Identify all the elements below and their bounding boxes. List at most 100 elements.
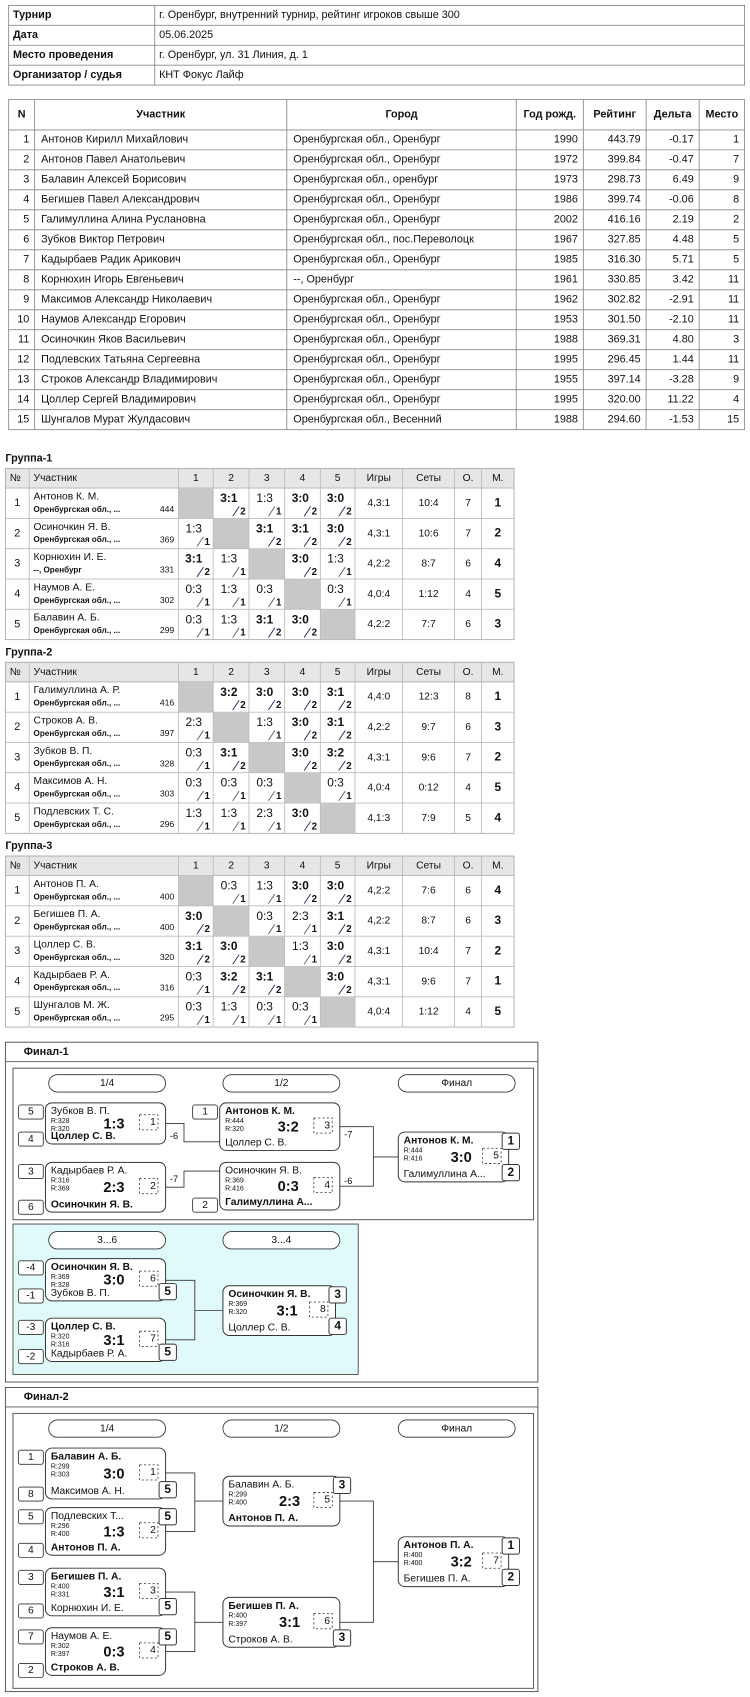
points: 4 [465, 783, 471, 794]
cell: 1988 [554, 334, 578, 346]
players-table [8, 99, 746, 431]
cell: Осиночкин Яков Васильевич [41, 334, 185, 346]
border [303, 506, 311, 517]
sets: 7:7 [421, 619, 436, 630]
set-score: 3:1 [292, 521, 310, 535]
match-points: 1 [240, 628, 246, 639]
match-score: 3:0 [103, 1273, 124, 1289]
player-rating: R:302 [51, 1643, 70, 1650]
match-points: 1 [346, 567, 352, 578]
round-label: 1/4 [100, 1423, 115, 1434]
player-name: Максимов А. Н. [51, 1486, 125, 1497]
cell: 1995 [554, 394, 578, 406]
cell: 320.00 [608, 394, 641, 406]
column-header: Игры [367, 667, 391, 678]
points: 4 [465, 589, 471, 600]
player-name: Осиночкин Я. В. [34, 522, 111, 533]
column-header: М. [492, 473, 503, 484]
cell: 296.45 [608, 354, 641, 366]
sets: 9:6 [421, 752, 436, 763]
border [303, 566, 311, 578]
match-points: 1 [240, 791, 246, 802]
diagonal-cell [284, 772, 321, 804]
match-number-box [139, 1522, 159, 1539]
player-name: Антонов П. А. [228, 1513, 298, 1524]
border [196, 984, 204, 995]
set-score: 3:0 [185, 909, 203, 923]
player-name: Строков А. В. [228, 1634, 292, 1645]
cell: Подлевских Татьяна Сергеевна [41, 354, 201, 366]
match-box [44, 1258, 167, 1302]
cell: -3.28 [669, 374, 694, 386]
connector [339, 1126, 374, 1187]
border [232, 506, 240, 517]
player-name: Подлевских Т... [51, 1511, 124, 1522]
seed-box [17, 1199, 44, 1215]
player-rating: 369 [160, 534, 175, 544]
set-score: 1:3 [256, 491, 273, 505]
match-number: 7 [493, 1555, 499, 1566]
set-score: 3:0 [292, 806, 310, 820]
place: 3 [495, 617, 502, 631]
games: 4,0:4 [367, 1007, 390, 1018]
final-place: 4 [334, 1318, 341, 1332]
match-number-box [139, 1178, 159, 1195]
match-score: 3:1 [277, 1304, 298, 1320]
final-place: 5 [164, 1284, 171, 1298]
cell: 301.50 [608, 314, 641, 326]
player-name: Бегишев П. А. [404, 1574, 471, 1585]
border [338, 506, 346, 517]
match-number-box [313, 1613, 333, 1630]
sets: 7:9 [421, 813, 436, 824]
cell: Оренбургская обл., оренбург [293, 174, 438, 186]
cell: Оренбургская обл., Оренбург [293, 154, 440, 166]
match-points: 2 [240, 761, 246, 772]
seed-box [17, 1349, 44, 1365]
round-label: 3...4 [271, 1235, 291, 1246]
set-score: 0:3 [256, 909, 273, 923]
cell: Бегишев Павел Александрович [41, 194, 199, 206]
column-header: 2 [228, 861, 234, 872]
cell: 3.42 [673, 274, 694, 286]
player-name: Осиночкин Я. В. [228, 1289, 310, 1300]
match-points: 1 [205, 731, 211, 742]
cell: Оренбургская обл., Оренбург [293, 254, 440, 266]
player-name: Балавин А. Б. [228, 1480, 294, 1491]
match-points: 1 [276, 894, 282, 905]
match-number: 1 [150, 1117, 156, 1128]
place-box [501, 1537, 520, 1555]
border [196, 1014, 204, 1026]
border [268, 790, 276, 802]
diagonal-cell [320, 996, 355, 1028]
cell: -2.10 [669, 314, 694, 326]
diagonal-cell [178, 875, 214, 906]
final-place: 3 [339, 1630, 346, 1644]
border [196, 760, 204, 771]
column-header: 3 [264, 473, 270, 484]
cell: 3 [23, 174, 29, 186]
border [338, 924, 346, 935]
cell: Оренбургская обл., Оренбург [293, 334, 440, 346]
match-points: 1 [205, 1015, 211, 1026]
games: 4,3:1 [367, 752, 390, 763]
seed: 2 [202, 1200, 208, 1211]
set-score: 3:2 [220, 969, 238, 983]
seed: -4 [26, 1263, 35, 1274]
seed: 6 [28, 1202, 34, 1213]
player-rating: 296 [160, 819, 175, 829]
border [232, 893, 240, 904]
column-header: 4 [300, 667, 306, 678]
column-header: 1 [193, 861, 199, 872]
round-label: 1/2 [274, 1423, 289, 1434]
cell: 1 [23, 134, 29, 146]
row-number: 5 [14, 812, 20, 824]
set-score: 1:3 [256, 879, 273, 893]
player-name: Антонов К. М. [34, 491, 100, 502]
cell: Строков Александр Владимирович [41, 374, 217, 386]
match-points: 2 [240, 985, 246, 996]
border [196, 954, 204, 965]
player-city: Оренбургская обл., ... [34, 820, 121, 829]
border [303, 730, 311, 741]
cell: Балавин Алексей Борисович [41, 174, 186, 186]
